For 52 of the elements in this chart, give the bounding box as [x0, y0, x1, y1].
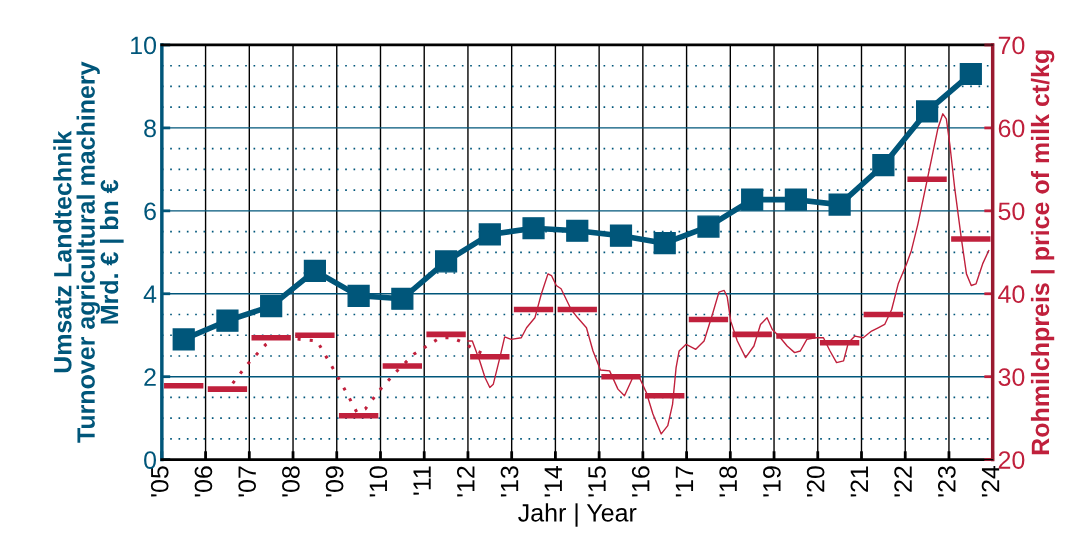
- y2-axis-title: Rohmilchpreis | price of milk ct/kg: [1030, 50, 1055, 455]
- point: [959, 62, 982, 86]
- x-tick-label: '16: [631, 466, 650, 497]
- point: [653, 232, 676, 255]
- point: [828, 193, 851, 216]
- x-tick-label: '18: [719, 466, 738, 497]
- x-tick-label: '19: [763, 466, 781, 497]
- x-tick-label: '24: [981, 465, 1000, 497]
- point: [741, 188, 764, 211]
- y-tick-label: 8: [144, 119, 156, 138]
- x-tick-label: '08: [282, 466, 300, 497]
- y2-tick-label: 20: [998, 451, 1025, 469]
- y-tick-label: 10: [131, 36, 157, 55]
- point: [915, 100, 939, 123]
- y-tick-label: 6: [144, 202, 156, 221]
- x-tick-label: '06: [194, 466, 213, 497]
- point: [260, 295, 283, 318]
- x-axis-title: Jahr | Year: [518, 503, 637, 527]
- point: [216, 309, 239, 332]
- y2-tick-label: 50: [998, 202, 1025, 221]
- point: [784, 188, 808, 211]
- x-tick-label: '09: [325, 466, 344, 497]
- y-axis-title: Umsatz Landtechnik Turnover agricultural machinery Mrd. € | bn €: [53, 61, 124, 443]
- x-tick-label: '23: [937, 466, 956, 497]
- x-tick-label: '10: [369, 466, 388, 497]
- point: [522, 217, 545, 240]
- point: [478, 223, 501, 246]
- point: [872, 154, 895, 177]
- y2-tick-label: 30: [998, 368, 1025, 386]
- y-tick-label: 4: [143, 285, 157, 303]
- y2-tick-label: 40: [998, 285, 1025, 304]
- x-tick-label: '13: [500, 466, 519, 497]
- x-tick-label: '21: [850, 466, 868, 497]
- point: [347, 284, 370, 307]
- point: [566, 219, 589, 242]
- y2-tick-label: 70: [998, 36, 1025, 55]
- x-tick-label: '15: [588, 466, 606, 497]
- point: [697, 215, 720, 238]
- point: [303, 259, 327, 283]
- x-tick-label: '20: [806, 466, 825, 497]
- x-tick-label: '14: [544, 465, 562, 497]
- x-tick-label: '22: [894, 466, 912, 497]
- point: [391, 287, 414, 310]
- point: [434, 250, 458, 273]
- x-tick-label: '11: [413, 466, 431, 495]
- y-tick-label: 2: [144, 368, 156, 386]
- x-tick-label: '17: [675, 466, 694, 497]
- point: [609, 224, 633, 247]
- point: [172, 328, 195, 351]
- y2-tick-label: 60: [998, 119, 1025, 138]
- x-tick-label: '07: [238, 466, 257, 497]
- x-tick-label: '12: [456, 466, 475, 497]
